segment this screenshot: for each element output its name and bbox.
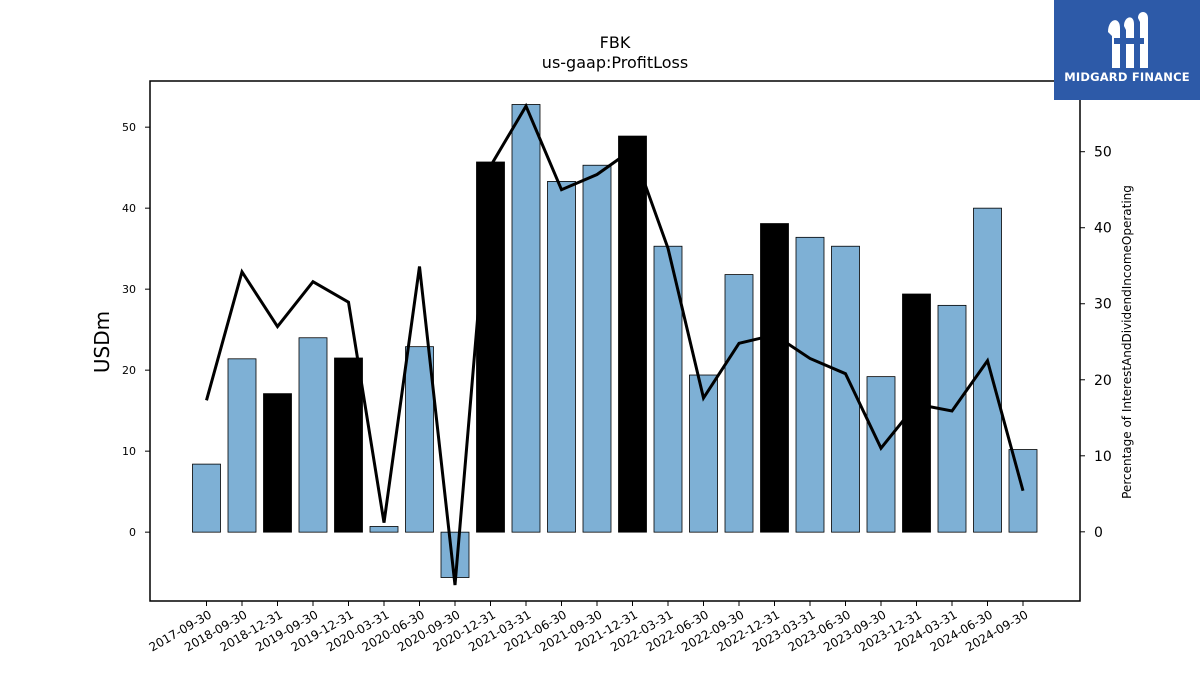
- bar: [1008, 449, 1038, 533]
- right-y-axis: 0 10 20 30 40 50: [1080, 145, 1112, 541]
- y2-tick-label: 0: [1094, 525, 1103, 541]
- y2-axis-label: Percentage of InterestAndDividendIncomeO…: [1120, 185, 1134, 499]
- bar: [227, 358, 257, 533]
- bar: [902, 293, 931, 533]
- y-axis-label: USDm: [90, 311, 114, 373]
- x-axis: 2017-09-302018-09-302018-12-312019-09-30…: [147, 601, 1031, 654]
- bar: [192, 463, 221, 533]
- y2-tick-label: 10: [1094, 449, 1112, 465]
- bar: [582, 164, 612, 533]
- left-y-axis: 0 10 20 30 40 50: [122, 121, 150, 539]
- bar: [760, 223, 789, 533]
- bar: [866, 376, 896, 533]
- bar: [831, 245, 860, 533]
- chart-subtitle: us-gaap:ProfitLoss: [542, 53, 688, 72]
- y2-tick-label: 40: [1094, 221, 1112, 237]
- bar: [476, 161, 505, 533]
- midgard-logo-icon: [1108, 12, 1148, 68]
- brand-logo: MIDGARD FINANCE: [1054, 0, 1200, 100]
- y2-tick-label: 20: [1094, 373, 1112, 389]
- bar: [547, 181, 576, 533]
- bar: [263, 393, 292, 533]
- plot-frame: [149, 80, 1081, 602]
- bar: [511, 104, 541, 533]
- bar: [937, 304, 967, 533]
- bar: [689, 374, 718, 533]
- bar: [405, 346, 434, 533]
- line-series: [205, 102, 1025, 586]
- bar: [973, 207, 1002, 533]
- y-tick-label: 30: [122, 283, 136, 296]
- y-tick-label: 10: [122, 445, 136, 458]
- y2-tick-label: 50: [1094, 145, 1112, 161]
- y-tick-label: 50: [122, 121, 136, 134]
- series-line: [205, 102, 1025, 586]
- bar: [795, 236, 825, 533]
- bar: [618, 135, 647, 533]
- y2-tick-label: 30: [1094, 297, 1112, 313]
- y-tick-label: 40: [122, 202, 136, 215]
- y-tick-label: 20: [122, 364, 136, 377]
- bar: [298, 337, 328, 533]
- bar: [369, 526, 399, 533]
- bar-series: [192, 104, 1038, 578]
- bar: [334, 357, 363, 533]
- bar: [724, 274, 754, 533]
- chart-title: FBK: [600, 33, 631, 52]
- y-tick-label: 0: [129, 526, 136, 539]
- brand-name: MIDGARD FINANCE: [1064, 70, 1190, 84]
